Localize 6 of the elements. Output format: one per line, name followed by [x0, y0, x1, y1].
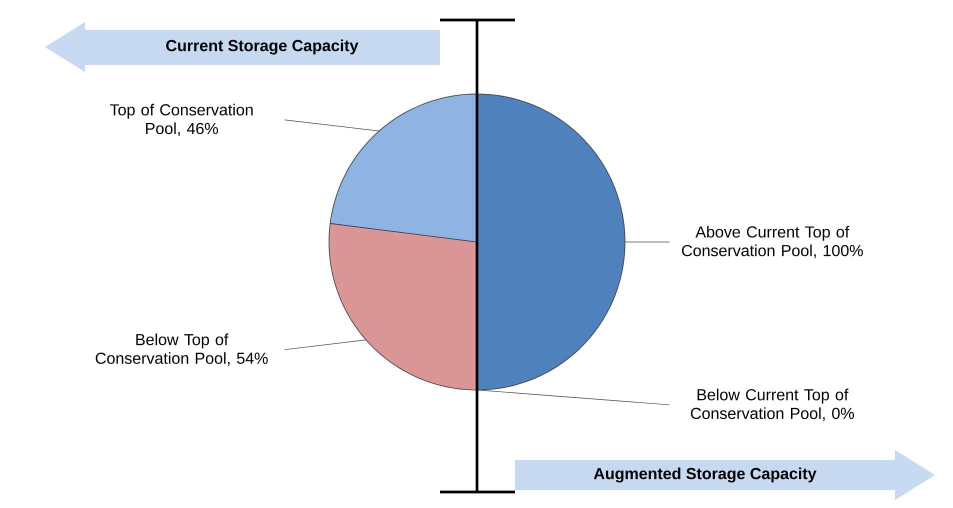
slice-label: Above Current Top of Conservation Pool, 100% [682, 226, 863, 258]
text: Current Storage Capacity [166, 40, 358, 54]
text: Augmented Storage Capacity [594, 468, 816, 482]
slice-label: Top of Conservation Pool, 46% [110, 104, 253, 136]
category-label: Below Current Top of Conservation Pool, 0% [690, 388, 854, 421]
slice-label: Below Top of Conservation Pool, 54% [96, 334, 268, 366]
